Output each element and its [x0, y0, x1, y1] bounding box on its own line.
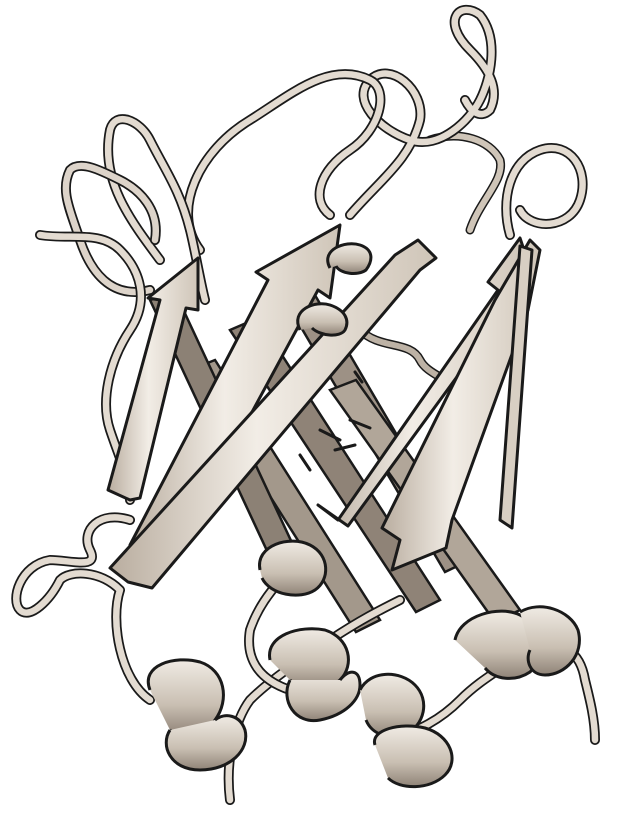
helix-bottom-left — [146, 658, 248, 772]
coil-lower-left — [11, 512, 155, 705]
helix-center-top — [296, 242, 373, 337]
beta-strand-arrow-5 — [380, 238, 542, 572]
helix-bottom-center — [268, 627, 426, 739]
front-strands — [106, 223, 542, 590]
coil-left-arc — [103, 114, 210, 305]
coil-top-loop — [345, 5, 499, 220]
helix-bottom-mid — [373, 724, 454, 789]
helices — [146, 242, 581, 789]
coil-far-left — [60, 160, 161, 297]
beta-strand-right-edge — [498, 244, 534, 530]
coil-left-tail — [35, 230, 146, 505]
beta-strand-3 — [108, 238, 438, 590]
beta-strand-arrow-1 — [106, 256, 200, 502]
coil-right-loop — [501, 143, 588, 240]
beta-strand-arrow-4 — [316, 236, 530, 528]
coil-upper-left — [183, 69, 386, 255]
helix-bottom-right — [453, 605, 581, 680]
helix-mid-left — [258, 539, 328, 597]
